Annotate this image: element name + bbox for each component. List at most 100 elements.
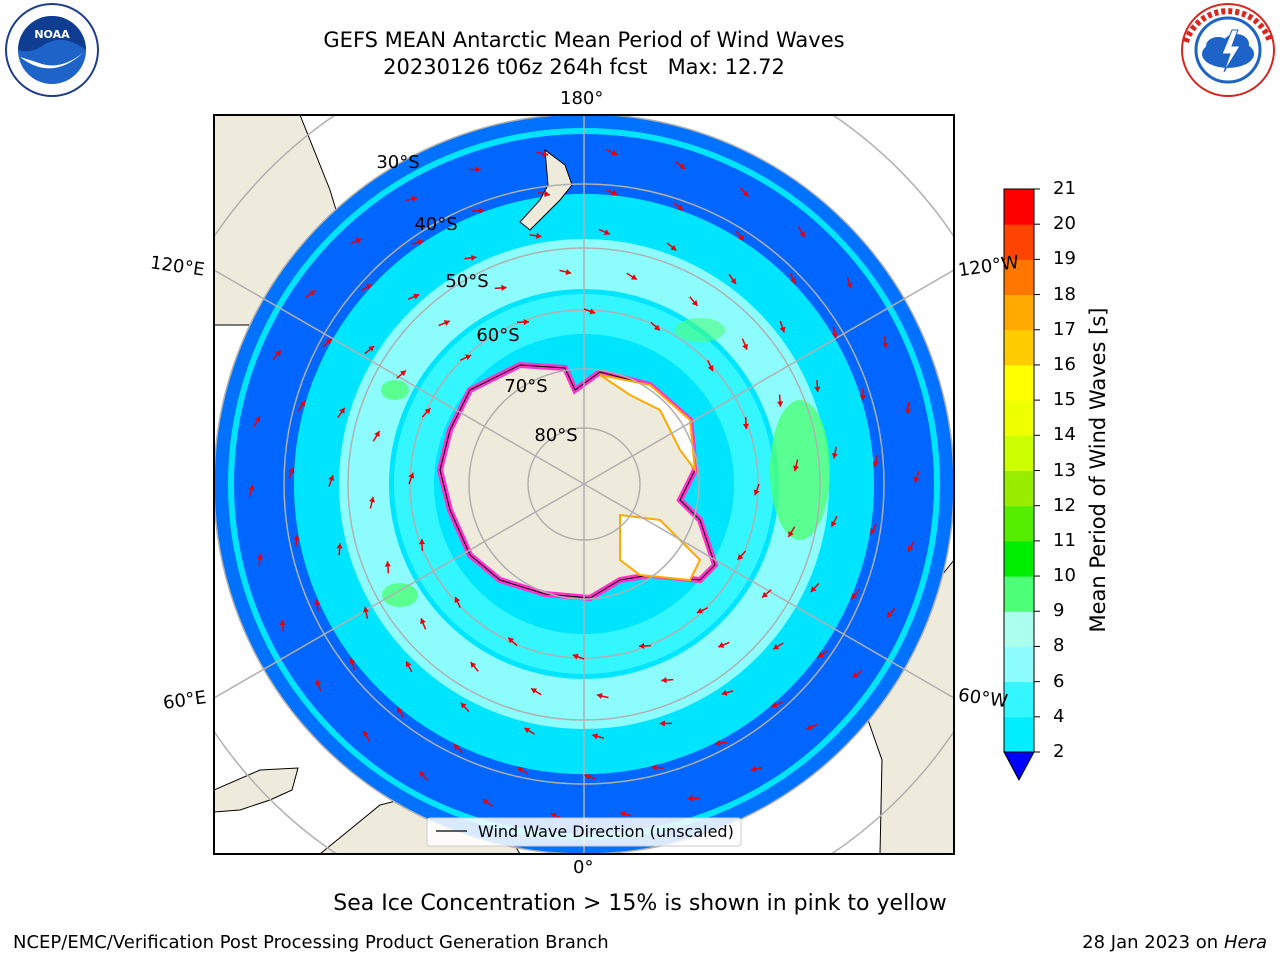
wind-wave-arrow-head — [790, 278, 797, 284]
wind-wave-arrow-head — [366, 284, 373, 290]
wind-wave-arrow-head — [470, 254, 477, 261]
wind-wave-arrow-head — [368, 346, 375, 352]
wind-wave-arrow-head — [750, 766, 757, 773]
wind-wave-arrow-head — [905, 408, 912, 414]
map-frame — [213, 114, 955, 855]
wind-wave-arrow-head — [638, 642, 645, 650]
wind-wave-arrow-head — [328, 475, 335, 482]
wind-wave-arrow-head — [788, 530, 794, 537]
lat-label-80s: 80°S — [534, 425, 577, 446]
wind-wave-arrow-head — [651, 764, 657, 771]
wind-wave-arrow-head — [405, 661, 412, 668]
colorbar — [1003, 188, 1040, 782]
colorbar-segment — [1004, 505, 1034, 542]
colorbar-segment — [1004, 435, 1034, 471]
wind-wave-arrow-head — [475, 166, 481, 173]
wind-wave-arrow-head — [696, 607, 703, 614]
wind-wave-arrow-head — [592, 733, 599, 740]
colorbar-segment — [1004, 576, 1034, 612]
colorbar-tick-label: 19 — [1053, 248, 1076, 270]
colorbar-tick-label: 16 — [1053, 353, 1076, 375]
wind-wave-arrow-head — [679, 163, 686, 169]
wind-wave-arrow-head — [653, 324, 660, 331]
wind-wave-arrow-head — [814, 386, 821, 393]
wind-wave-arrow-head — [831, 520, 837, 527]
chart-subtitle: 20230126 t06z 264h fcst Max: 12.72 — [383, 55, 785, 79]
colorbar-tick-label: 21 — [1053, 178, 1076, 199]
wind-wave-arrow-head — [299, 400, 306, 407]
colorbar-under-triangle — [1003, 751, 1035, 782]
colorbar-segment — [1004, 224, 1034, 260]
wind-wave-arrow-head — [254, 416, 261, 423]
wind-wave-arrow-head — [572, 653, 579, 660]
wind-wave-arrow-head — [314, 599, 321, 606]
wind-wave-arrow-head — [670, 244, 677, 251]
wind-wave-arrow-head — [806, 724, 813, 730]
wind-wave-arrow-head — [413, 293, 420, 300]
wind-wave-arrow-head — [523, 318, 530, 326]
wind-wave-arrow-head — [420, 618, 426, 625]
wind-wave-arrow-head — [799, 231, 805, 238]
map-legend: Wind Wave Direction (unscaled) — [426, 817, 742, 847]
wind-wave-arrow-head — [275, 350, 282, 357]
wind-wave-arrow-head — [293, 534, 300, 541]
colorbar-tick-label: 4 — [1053, 705, 1065, 727]
colorbar-segment — [1004, 540, 1034, 577]
wind-wave-arrow-head — [792, 465, 800, 472]
wind-wave-arrow-head — [363, 730, 369, 737]
wind-wave-arrow-head — [397, 707, 403, 714]
colorbar-tick-label: 8 — [1053, 635, 1065, 657]
wind-wave-arrow-head — [738, 234, 744, 241]
wind-wave-arrow-head — [611, 189, 618, 196]
wind-wave-arrow-head — [470, 662, 477, 668]
wind-wave-arrow-head — [565, 268, 572, 276]
wind-wave-arrow-head — [907, 545, 914, 552]
wind-wave-arrow-head — [707, 365, 714, 372]
colorbar-segment — [1004, 329, 1034, 366]
wind-wave-arrow-head — [419, 771, 426, 778]
wind-wave-arrow-head — [659, 720, 665, 727]
noaa-logo: NOAA — [5, 3, 99, 97]
lat-label-60s: 60°S — [476, 325, 519, 346]
wind-wave-arrow-head — [777, 401, 784, 407]
colorbar-segment — [1004, 716, 1034, 753]
wind-wave-arrow-head — [453, 744, 460, 751]
colorbar-tick-label: 9 — [1053, 600, 1065, 622]
wind-wave-arrow-head — [742, 423, 750, 430]
wind-wave-arrow-head — [418, 538, 426, 545]
wind-wave-arrow-head — [408, 472, 415, 479]
wind-wave-arrow-head — [288, 467, 295, 474]
wind-wave-arrow-head — [384, 561, 391, 567]
wind-wave-arrow-head — [596, 692, 603, 700]
wind-wave-arrow-head — [417, 239, 424, 246]
wind-wave-arrow-head — [315, 679, 322, 686]
wind-wave-arrow-head — [762, 591, 768, 598]
wind-wave-arrow-head — [714, 740, 721, 747]
footer-machine: Hera — [1223, 932, 1267, 953]
wind-wave-arrow-head — [852, 672, 859, 678]
lat-label-50s: 50°S — [445, 271, 488, 292]
wind-wave-arrow-head — [524, 727, 531, 734]
wind-wave-arrow-head — [859, 394, 866, 401]
wind-wave-arrow-head — [443, 320, 450, 326]
colorbar-tick-label: 17 — [1053, 318, 1076, 340]
colorbar-tick-label: 13 — [1053, 459, 1076, 481]
colorbar-tick-label: 15 — [1053, 389, 1076, 411]
wind-wave-arrow-head — [517, 767, 524, 773]
wind-wave-arrow-head — [325, 338, 332, 345]
legend-label: Wind Wave Direction (unscaled) — [478, 822, 734, 841]
wind-wave-arrow-head — [478, 207, 485, 214]
wind-wave-arrow-head — [374, 431, 380, 438]
colorbar-label: Mean Period of Wind Waves [s] — [1086, 307, 1110, 633]
wind-wave-arrow-head — [460, 702, 467, 709]
colorbar-tick-label: 2 — [1053, 741, 1065, 762]
wind-wave-arrow-head — [771, 701, 778, 708]
lon-label-180: 180° — [560, 88, 604, 109]
wind-wave-arrow-head — [619, 811, 626, 818]
wind-wave-arrow-head — [611, 149, 618, 156]
colorbar-segment — [1004, 611, 1034, 647]
wind-wave-arrow-head — [248, 485, 255, 492]
wind-wave-arrow-head — [336, 543, 343, 549]
svg-text:NOAA: NOAA — [34, 28, 70, 41]
wind-wave-arrow-head — [630, 274, 637, 280]
